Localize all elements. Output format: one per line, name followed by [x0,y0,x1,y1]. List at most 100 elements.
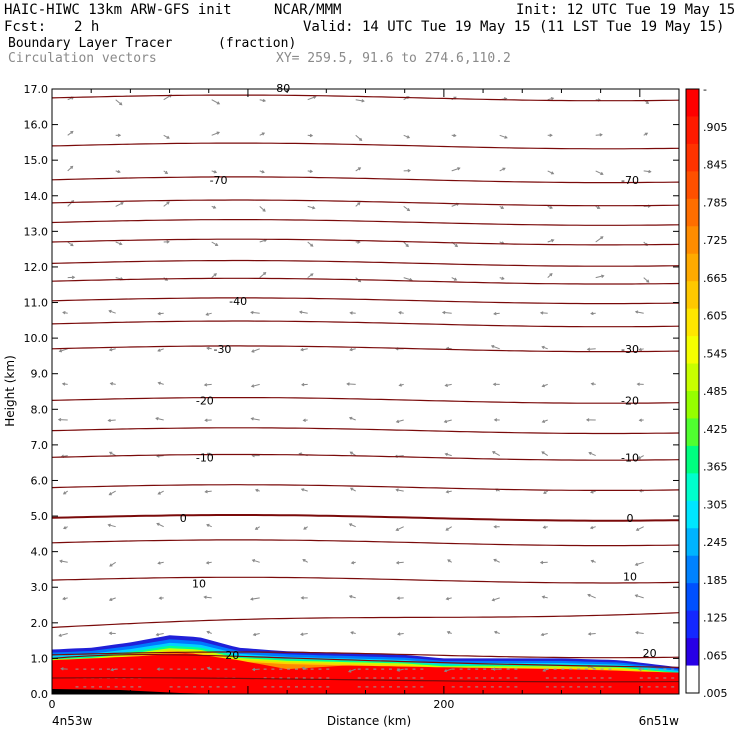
colorbar-swatch [686,583,699,612]
forecast-value: 2 h [74,19,100,35]
vector-arrowhead [541,419,546,423]
vector-arrowhead [156,667,160,671]
contour-label: -10 [621,451,639,464]
vector-arrow [396,489,404,492]
contour-line [51,514,680,522]
contour-line [51,199,680,207]
vector-arrowhead [453,277,458,281]
vector-arrow [442,311,452,314]
vector-arrow [109,597,116,601]
vector-arrowhead [395,527,399,531]
vector-arrowhead [587,632,592,636]
contour-label: -40 [229,295,247,308]
vector-arrow [451,167,460,172]
org-label: NCAR/MMM [274,2,342,18]
vector-arrowhead [590,382,594,386]
vector-arrow [156,633,164,636]
colorbar-swatch [686,665,699,694]
vector-arrow [595,134,602,136]
vector-arrowhead [590,559,594,563]
vector-arrow [547,170,554,175]
vector-arrow [403,134,410,139]
vector-arrow [349,417,356,421]
vector-arrowhead [261,170,265,174]
vector-arrowhead [346,382,350,386]
vector-arrow [59,633,68,637]
vector-arrow [595,275,604,279]
vector-arrow [156,523,164,528]
y-tick-label: 2.0 [31,617,49,630]
contour-label: 20 [225,649,239,662]
contour-line [51,427,680,435]
vector-arrow [301,488,308,492]
vector-arrowhead [251,667,256,672]
vector-arrowhead [445,527,449,531]
vector-arrow [60,560,68,563]
vector-arrow [396,419,404,423]
vector-arrow [635,311,644,314]
colorbar-label: .725 [703,234,728,247]
vector-arrowhead [398,383,402,387]
vector-arrow [115,99,123,106]
vector-arrowhead [348,523,353,527]
colorbar-swatch [686,198,699,227]
vector-arrowhead [644,132,649,136]
vector-arrow [307,205,315,209]
vector-arrowhead [636,382,640,386]
vector-arrowhead [357,167,362,171]
vector-arrow [587,348,596,350]
vector-arrowhead [490,345,495,349]
contour-line [51,345,680,353]
vector-arrowhead [250,417,254,421]
x-start-location: 4n53w [52,714,93,728]
contour-label: -20 [196,394,214,407]
vector-arrow [643,170,651,173]
vector-arrowhead [348,416,353,420]
vector-arrowhead [348,669,352,673]
vector-arrowhead [588,451,592,455]
vector-arrowhead [491,451,496,455]
xy-range: XY= 259.5, 91.6 to 274.6,110.2 [276,51,511,66]
vector-arrowhead [600,171,604,175]
vector-arrow [492,451,500,457]
vector-arrow [307,273,314,279]
vector-arrowhead [63,526,67,530]
x-end-location: 6n51w [639,714,680,728]
vector-arrow [301,348,308,351]
vector-arrowhead [634,594,639,598]
vector-arrow [109,451,116,457]
vector-arrow [595,236,604,243]
vector-arrow [588,452,596,457]
y-tick-label: 1.0 [31,652,49,665]
vector-arrowhead [349,451,353,455]
vector-arrow [115,241,122,245]
plot-frame [51,88,680,695]
vector-arrowhead [250,310,254,315]
vector-arrowhead [590,311,594,316]
vector-arrow [109,310,116,314]
vector-arrow [444,668,452,672]
vector-arrowhead [447,559,451,563]
colorbar-swatch [686,638,699,667]
vector-arrowhead [206,346,210,350]
colorbar-label: .605 [703,310,728,323]
vector-arrowhead [589,525,594,530]
vector-arrowhead [252,632,257,637]
vector-arrowhead [357,240,361,244]
contour-label: 0 [627,512,634,525]
vector-arrowhead [600,236,604,240]
colorbar-label: .245 [703,536,728,549]
colorbar-swatch [686,116,699,145]
vector-arrow [347,383,356,385]
vector-arrowhead [396,596,400,600]
init-time: Init: 12 UTC Tue 19 May 15 [516,2,736,18]
vector-arrowhead [542,525,546,529]
vector-arrowhead [310,273,314,277]
y-tick-label: 15.0 [24,154,49,167]
vector-arrowhead [110,668,114,672]
vector-arrowhead [443,419,448,424]
vector-arrow [350,451,356,457]
vector-arrow [253,633,260,636]
colorbar-frame [685,88,700,694]
vector-arrowhead [301,382,305,387]
